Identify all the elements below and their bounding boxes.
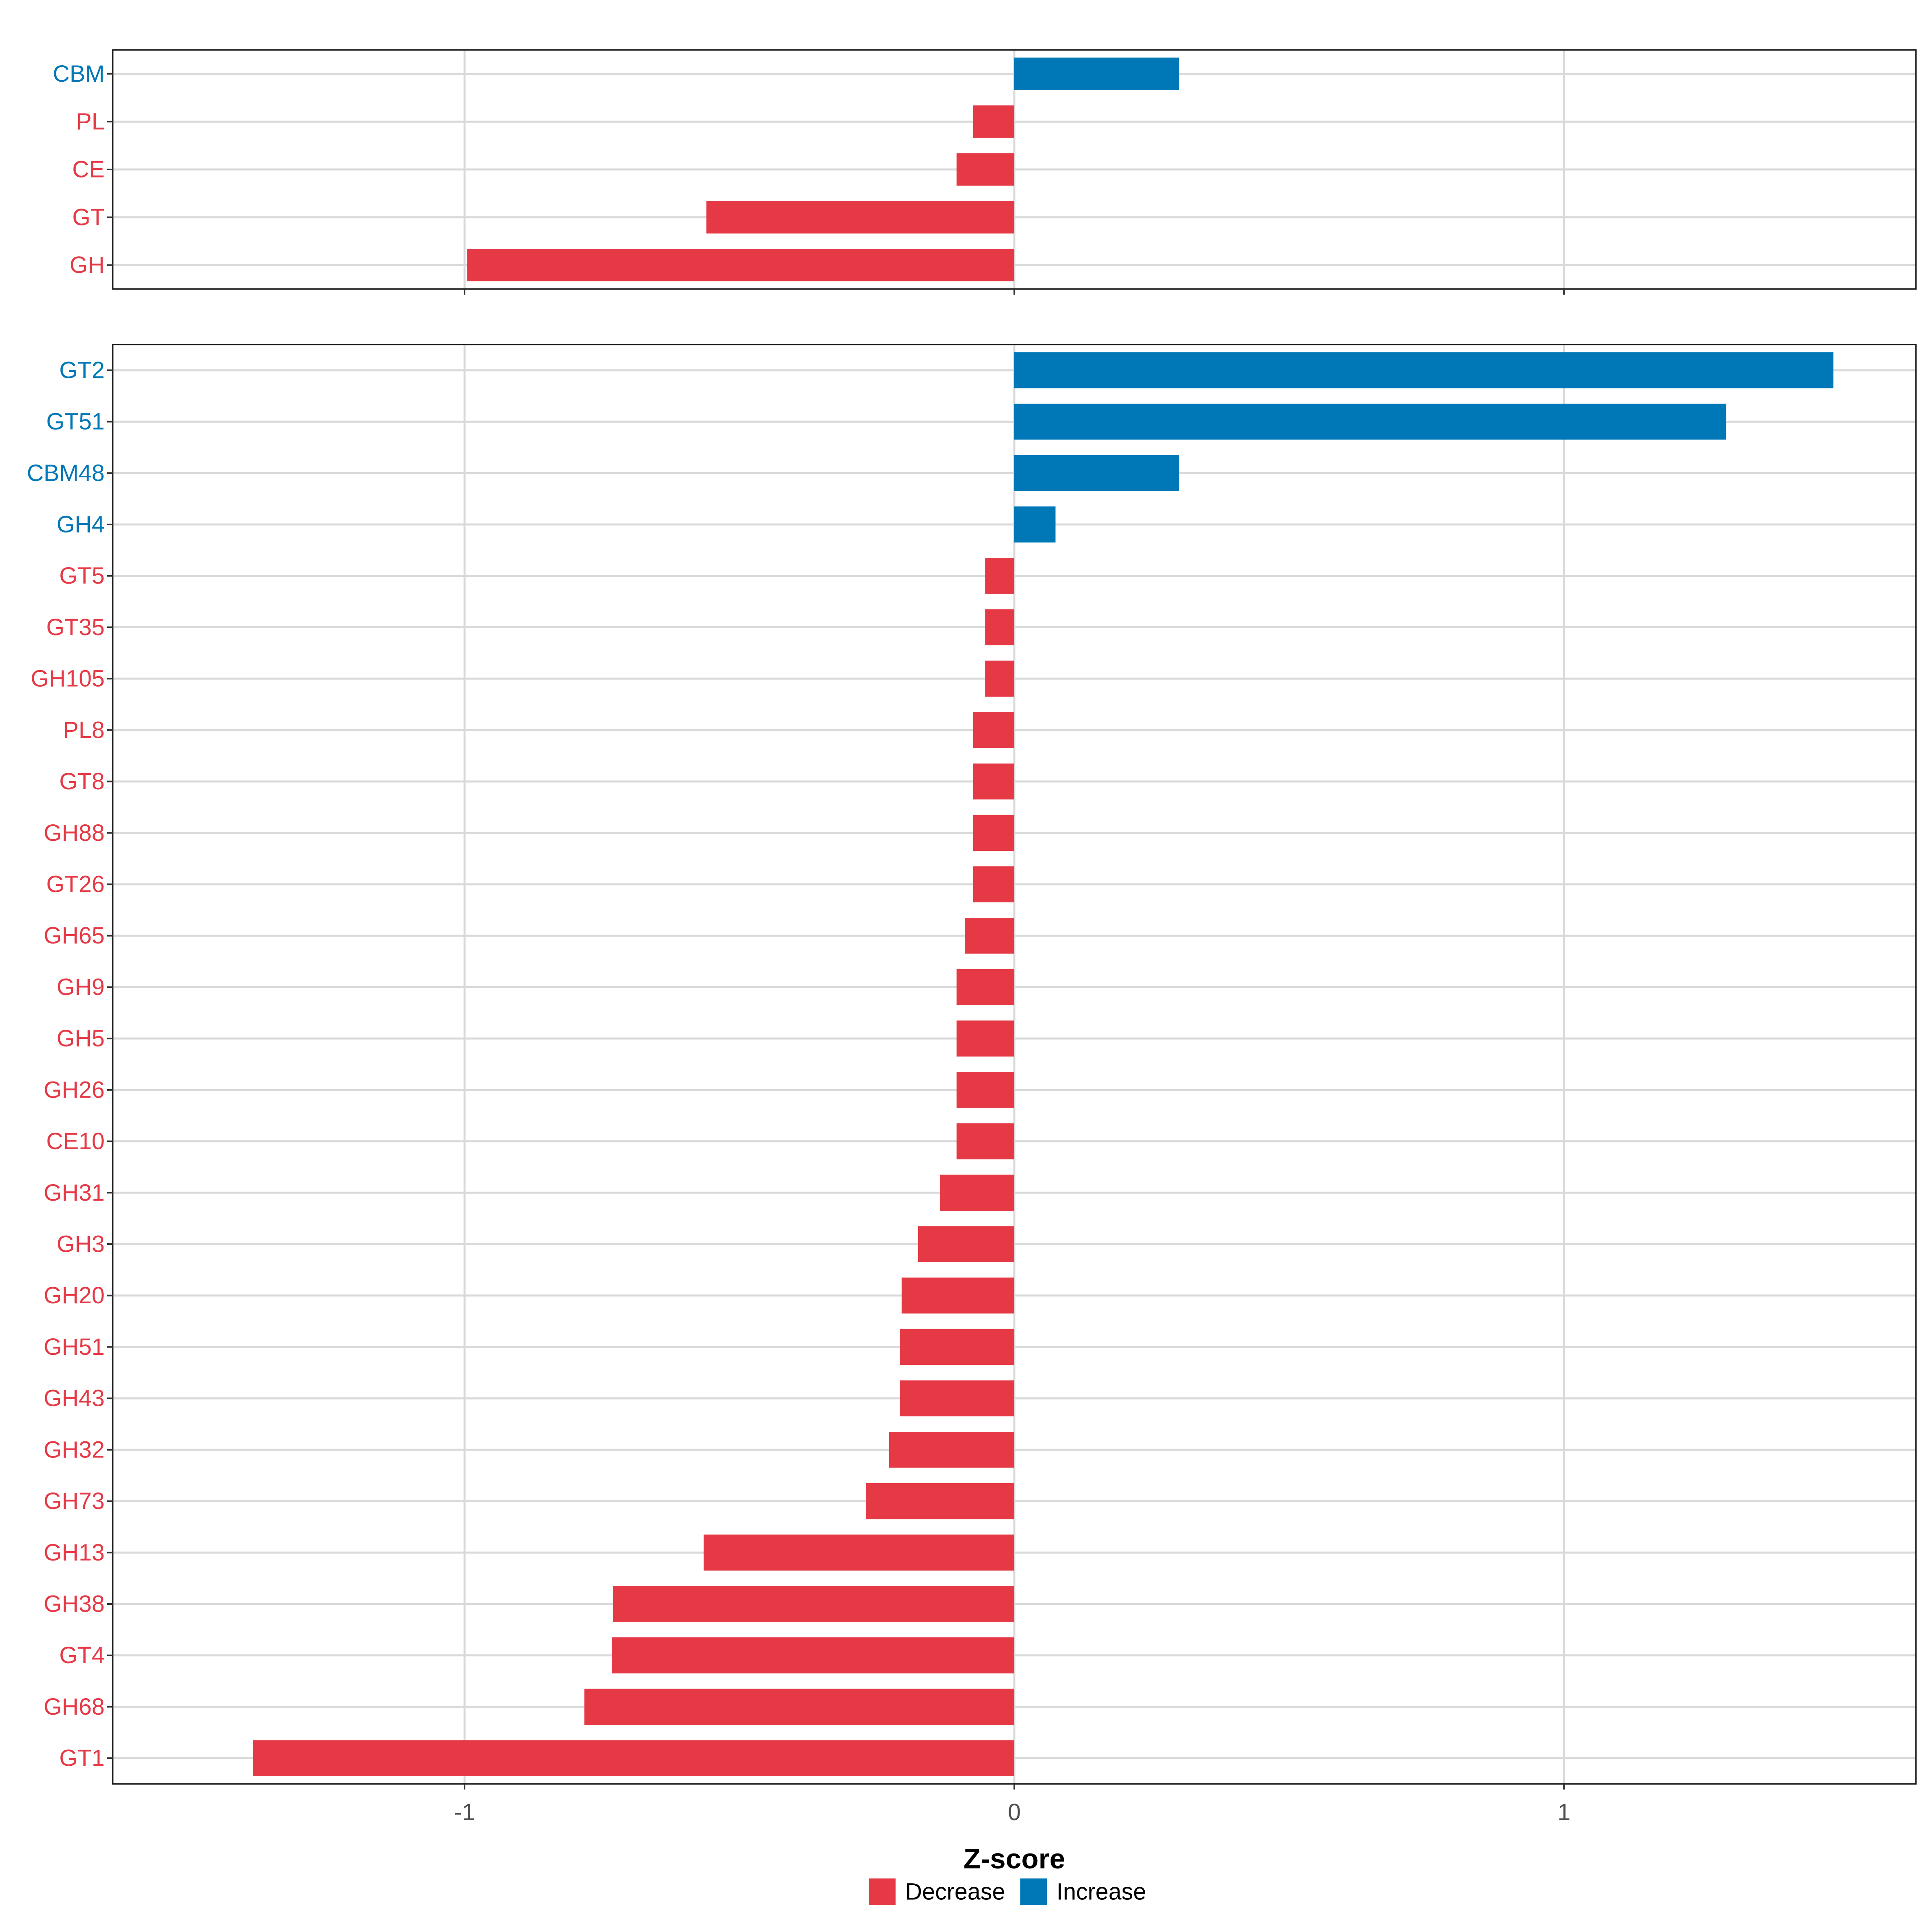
- bar-GH32: [889, 1432, 1014, 1468]
- bar-GH68: [584, 1688, 1014, 1725]
- bar-GH73: [866, 1483, 1014, 1519]
- bar-GH38: [613, 1586, 1014, 1622]
- y-label-GH5: GH5: [57, 1026, 105, 1052]
- y-label-GH26: GH26: [43, 1077, 105, 1103]
- y-label-GT35: GT35: [46, 614, 105, 640]
- y-label-CBM48: CBM48: [27, 460, 105, 486]
- bar-GH4: [1014, 506, 1056, 543]
- bar-GH51: [900, 1329, 1014, 1365]
- y-label-GH32: GH32: [43, 1437, 105, 1463]
- y-label-GH9: GH9: [57, 974, 105, 1000]
- bar-GT26: [973, 866, 1014, 902]
- x-tick-label: 0: [1008, 1799, 1021, 1825]
- y-label-GT8: GT8: [59, 768, 105, 795]
- y-label-GH68: GH68: [43, 1694, 105, 1720]
- legend-key-increase: [1020, 1878, 1047, 1905]
- legend-label-increase: Increase: [1057, 1879, 1146, 1905]
- bar-PL8: [973, 712, 1014, 748]
- bar-GT51: [1014, 403, 1726, 440]
- y-label-GH: GH: [70, 252, 105, 278]
- y-label-GH65: GH65: [43, 923, 105, 949]
- bar-GH5: [956, 1020, 1014, 1057]
- bar-GH9: [956, 969, 1014, 1005]
- y-label-GH3: GH3: [57, 1231, 105, 1257]
- bar-GH20: [902, 1278, 1014, 1314]
- y-label-GT4: GT4: [59, 1642, 105, 1668]
- y-label-GT1: GT1: [59, 1745, 105, 1771]
- bar-GT8: [973, 763, 1014, 800]
- bar-GT4: [612, 1637, 1014, 1674]
- y-label-GH31: GH31: [43, 1180, 105, 1206]
- bar-CBM48: [1014, 455, 1179, 491]
- bar-GH31: [940, 1174, 1014, 1211]
- x-tick-label: 1: [1558, 1799, 1571, 1825]
- y-label-GH20: GH20: [43, 1282, 105, 1309]
- bar-GT5: [985, 558, 1014, 594]
- bar-GH88: [973, 815, 1014, 851]
- bar-GH: [467, 249, 1014, 281]
- y-label-GT: GT: [72, 204, 105, 230]
- legend-key-decrease: [869, 1878, 896, 1905]
- y-label-GH88: GH88: [43, 820, 105, 846]
- x-axis-title: Z-score: [964, 1843, 1065, 1874]
- bar-GH26: [956, 1072, 1014, 1108]
- bar-CE10: [956, 1123, 1014, 1160]
- y-label-GT26: GT26: [46, 871, 105, 898]
- y-label-GT2: GT2: [59, 357, 105, 383]
- y-label-GH4: GH4: [57, 512, 105, 538]
- bar-CBM: [1014, 58, 1179, 90]
- bar-PL: [973, 105, 1014, 138]
- y-label-GH38: GH38: [43, 1591, 105, 1617]
- bar-GH43: [900, 1380, 1014, 1416]
- y-label-GH73: GH73: [43, 1488, 105, 1514]
- bar-GT35: [985, 609, 1014, 646]
- bar-GH13: [704, 1534, 1014, 1571]
- bar-GH65: [965, 918, 1014, 954]
- y-label-CE10: CE10: [46, 1128, 105, 1154]
- y-label-GT5: GT5: [59, 563, 105, 589]
- bar-GH105: [985, 661, 1014, 697]
- legend-label-decrease: Decrease: [905, 1879, 1005, 1905]
- bar-GT1: [253, 1740, 1014, 1776]
- y-label-GH51: GH51: [43, 1334, 105, 1360]
- bar-CE: [956, 153, 1014, 186]
- y-label-CE: CE: [72, 157, 105, 183]
- y-label-GH105: GH105: [31, 666, 105, 692]
- y-label-PL: PL: [76, 109, 105, 135]
- y-label-GT51: GT51: [46, 409, 105, 435]
- bar-GT2: [1014, 352, 1834, 388]
- y-label-PL8: PL8: [63, 717, 105, 743]
- x-tick-label: -1: [454, 1799, 475, 1825]
- bar-GT: [706, 201, 1014, 234]
- y-label-GH13: GH13: [43, 1540, 105, 1566]
- bar-GH3: [918, 1226, 1014, 1262]
- y-label-CBM: CBM: [53, 61, 105, 87]
- y-label-GH43: GH43: [43, 1385, 105, 1412]
